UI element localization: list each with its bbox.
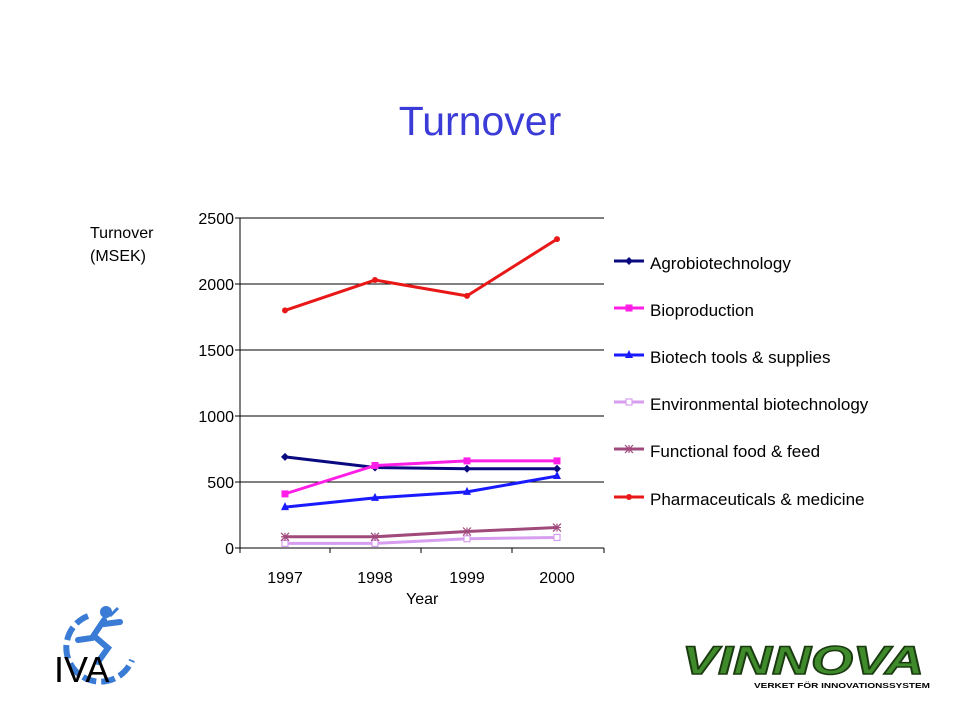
y-tick-label-1500: 1500 xyxy=(198,343,234,360)
y-tick-label-500: 500 xyxy=(207,475,234,492)
point-biotech-tools-supplies-1998 xyxy=(371,492,379,501)
series-line-biotech-tools-supplies xyxy=(284,474,558,509)
series-line-pharmaceuticals-medicine xyxy=(284,237,558,312)
series-line-functional-food-feed xyxy=(285,526,558,539)
point-bioproduction-1999 xyxy=(463,457,471,465)
series-line-bioproduction xyxy=(284,459,557,496)
legend-marker-agrobiotechnology xyxy=(625,257,633,265)
point-agrobiotechnology-1999 xyxy=(463,464,471,473)
y-axis-label-line2: (MSEK) xyxy=(90,248,146,265)
legend: Agrobiotechnology Bioproduction Biotech to… xyxy=(614,254,869,509)
point-functional-food-feed-2000-stroke-3 xyxy=(552,523,562,532)
legend-marker-biotech-tools-supplies xyxy=(625,350,633,358)
y-tick-label-1000: 1000 xyxy=(198,409,234,426)
point-functional-food-feed-1999-stroke-3 xyxy=(462,527,472,536)
iva-logo-text: IVA xyxy=(54,649,109,690)
legend-label-bioproduction: Bioproduction xyxy=(650,301,754,320)
x-tick-label-1997: 1997 xyxy=(267,570,303,587)
series-line-environmental-biotechnology xyxy=(285,535,558,545)
point-biotech-tools-supplies-1997 xyxy=(281,502,289,511)
point-pharmaceuticals-medicine-1998 xyxy=(372,277,378,284)
point-agrobiotechnology-1997 xyxy=(281,452,289,461)
series-lines xyxy=(280,236,562,547)
point-agrobiotechnology-2000 xyxy=(553,464,561,473)
vinnova-logo-text: VINNOVA xyxy=(682,639,924,683)
point-functional-food-feed-1997-stroke-3 xyxy=(280,532,290,542)
y-axis-label-line1: Turnover xyxy=(90,225,154,242)
point-functional-food-feed-1998-stroke-3 xyxy=(370,532,380,542)
series-line-agrobiotechnology xyxy=(284,455,557,471)
point-bioproduction-2000 xyxy=(553,457,561,465)
y-tick-label-2500: 2500 xyxy=(198,211,234,228)
point-environmental-biotechnology-1998 xyxy=(371,539,379,547)
point-functional-food-feed-1999 xyxy=(462,527,472,536)
x-axis-label: Year xyxy=(406,591,439,608)
axes: 0 500 1000 1500 2000 2500 1997 1998 1999 2000 xyxy=(198,211,605,587)
x-tick-label-1998: 1998 xyxy=(357,570,393,587)
x-tick-label-1999: 1999 xyxy=(449,570,485,587)
point-environmental-biotechnology-1999 xyxy=(463,535,471,543)
legend-marker-pharmaceuticals-medicine xyxy=(626,494,632,500)
point-environmental-biotechnology-1997 xyxy=(281,539,289,547)
x-tick-label-2000: 2000 xyxy=(539,570,575,587)
point-functional-food-feed-1998 xyxy=(370,532,380,542)
legend-label-functional-food-feed: Functional food & feed xyxy=(650,442,820,461)
point-bioproduction-1998 xyxy=(371,462,379,469)
point-biotech-tools-supplies-2000 xyxy=(553,471,561,480)
legend-marker-environmental-biotechnology xyxy=(625,398,633,406)
iva-runner-logo: IVA xyxy=(48,590,158,695)
point-pharmaceuticals-medicine-2000 xyxy=(554,236,560,243)
gridlines xyxy=(240,217,604,483)
legend-label-environmental-biotechnology: Environmental biotechnology xyxy=(650,395,869,414)
vinnova-logo: VINNOVA VERKET FÖR INNOVATIONSSYSTEM xyxy=(680,638,932,699)
point-environmental-biotechnology-2000 xyxy=(553,533,561,542)
legend-label-agrobiotechnology: Agrobiotechnology xyxy=(650,254,791,273)
point-functional-food-feed-1997 xyxy=(280,532,290,542)
point-biotech-tools-supplies-1999 xyxy=(463,486,471,495)
point-functional-food-feed-2000 xyxy=(552,523,562,532)
point-pharmaceuticals-medicine-1997 xyxy=(282,307,288,314)
y-axis-label: Turnover (MSEK) xyxy=(90,222,153,268)
vinnova-logo-subtitle: VERKET FÖR INNOVATIONSSYSTEM xyxy=(754,681,930,690)
legend-marker-functional-food-feed xyxy=(624,444,634,454)
legend-label-biotech-tools-supplies: Biotech tools & supplies xyxy=(650,348,831,367)
y-tick-label-0: 0 xyxy=(225,541,234,558)
legend-marker-bioproduction xyxy=(625,304,633,312)
point-pharmaceuticals-medicine-1999 xyxy=(464,292,470,299)
slide-title: Turnover xyxy=(398,98,562,144)
legend-marker-functional-food-feed-stroke-3 xyxy=(624,444,634,454)
y-tick-label-2000: 2000 xyxy=(198,277,234,294)
point-bioproduction-1997 xyxy=(281,490,289,498)
legend-label-pharmaceuticals-medicine: Pharmaceuticals & medicine xyxy=(650,490,864,509)
